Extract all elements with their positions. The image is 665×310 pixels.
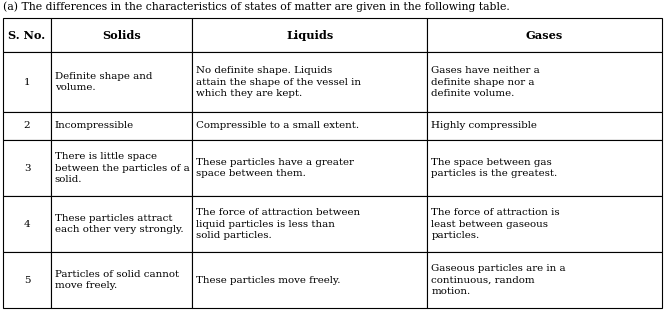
Bar — [51, 252, 192, 308]
Text: 1: 1 — [24, 78, 31, 87]
Text: Liquids: Liquids — [286, 30, 333, 41]
Text: (a) The differences in the characteristics of states of matter are given in the : (a) The differences in the characteristi… — [3, 2, 510, 12]
Text: 3: 3 — [24, 164, 31, 173]
Bar — [51, 112, 192, 140]
Bar — [428, 197, 662, 252]
Bar — [51, 140, 192, 197]
Text: Gaseous particles are in a
continuous, random
motion.: Gaseous particles are in a continuous, r… — [432, 264, 566, 296]
Text: Highly compressible: Highly compressible — [432, 122, 537, 131]
Bar — [192, 52, 428, 112]
Bar — [51, 18, 192, 52]
Text: 2: 2 — [24, 122, 31, 131]
Text: No definite shape. Liquids
attain the shape of the vessel in
which they are kept: No definite shape. Liquids attain the sh… — [196, 66, 361, 98]
Text: The force of attraction is
least between gaseous
particles.: The force of attraction is least between… — [432, 208, 560, 240]
Bar — [428, 140, 662, 197]
Bar — [192, 140, 428, 197]
Text: These particles have a greater
space between them.: These particles have a greater space bet… — [196, 158, 354, 178]
Bar — [3, 112, 51, 140]
Text: 4: 4 — [24, 219, 31, 228]
Text: These particles move freely.: These particles move freely. — [196, 276, 340, 285]
Text: Compressible to a small extent.: Compressible to a small extent. — [196, 122, 359, 131]
Bar — [3, 52, 51, 112]
Text: These particles attract
each other very strongly.: These particles attract each other very … — [55, 214, 184, 234]
Text: S. No.: S. No. — [9, 30, 46, 41]
Bar — [428, 18, 662, 52]
Bar — [51, 52, 192, 112]
Text: The force of attraction between
liquid particles is less than
solid particles.: The force of attraction between liquid p… — [196, 208, 360, 240]
Bar — [3, 140, 51, 197]
Text: Particles of solid cannot
move freely.: Particles of solid cannot move freely. — [55, 270, 179, 290]
Text: Definite shape and
volume.: Definite shape and volume. — [55, 72, 152, 92]
Text: 5: 5 — [24, 276, 31, 285]
Bar — [192, 112, 428, 140]
Bar — [192, 252, 428, 308]
Bar — [192, 197, 428, 252]
Bar — [428, 252, 662, 308]
Text: Gases have neither a
definite shape nor a
definite volume.: Gases have neither a definite shape nor … — [432, 66, 540, 98]
Bar — [3, 18, 51, 52]
Text: The space between gas
particles is the greatest.: The space between gas particles is the g… — [432, 158, 557, 178]
Text: Gases: Gases — [526, 30, 563, 41]
Bar — [3, 197, 51, 252]
Text: Solids: Solids — [102, 30, 141, 41]
Text: There is little space
between the particles of a
solid.: There is little space between the partic… — [55, 152, 190, 184]
Bar — [3, 252, 51, 308]
Bar — [428, 112, 662, 140]
Bar — [51, 197, 192, 252]
Bar — [192, 18, 428, 52]
Bar — [428, 52, 662, 112]
Text: Incompressible: Incompressible — [55, 122, 134, 131]
